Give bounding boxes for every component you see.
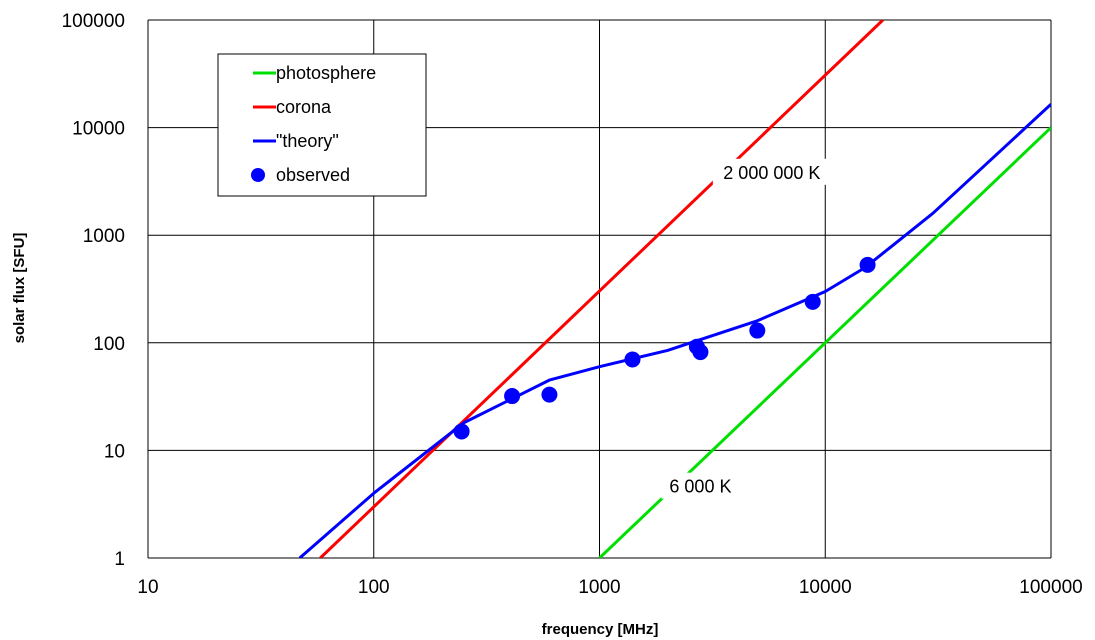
y-tick-label: 1000 <box>83 226 125 247</box>
observed-point <box>749 322 766 339</box>
observed-point <box>624 351 641 368</box>
series-line-theory <box>298 103 1051 558</box>
y-tick-label: 100000 <box>62 11 125 32</box>
y-tick-label: 10 <box>104 441 125 462</box>
x-axis-label: frequency [MHz] <box>542 621 659 638</box>
observed-point <box>504 388 521 405</box>
tick-labels: 10 100 1000 10000 100000 1 10 100 1000 10000 10000… <box>62 11 1083 598</box>
legend-label: photosphere <box>276 63 376 83</box>
series-line-corona <box>319 20 884 558</box>
observed-point <box>804 293 821 310</box>
annotation-label: 6 000 K <box>669 477 731 497</box>
x-tick-label: 10000 <box>799 577 852 598</box>
y-tick-label: 10000 <box>72 119 125 140</box>
legend-label: "theory" <box>276 131 339 151</box>
observed-point <box>859 256 876 273</box>
observed-point <box>541 386 558 403</box>
x-tick-label: 1000 <box>578 577 620 598</box>
annotation-label: 2 000 000 K <box>723 163 820 183</box>
annotations: 2 000 000 K 6 000 K <box>661 158 831 499</box>
x-tick-label: 10 <box>137 577 158 598</box>
x-tick-label: 100000 <box>1019 577 1082 598</box>
y-axis-label: solar flux [SFU] <box>11 233 28 344</box>
legend-label: observed <box>276 165 350 185</box>
y-tick-label: 100 <box>93 334 125 355</box>
observed-point <box>453 423 470 440</box>
observed-point <box>692 344 709 361</box>
legend-swatch <box>251 168 265 182</box>
legend: photosphere corona "theory" observed <box>217 53 427 197</box>
y-tick-label: 1 <box>114 549 125 570</box>
legend-label: corona <box>276 97 332 117</box>
x-tick-label: 100 <box>358 577 390 598</box>
